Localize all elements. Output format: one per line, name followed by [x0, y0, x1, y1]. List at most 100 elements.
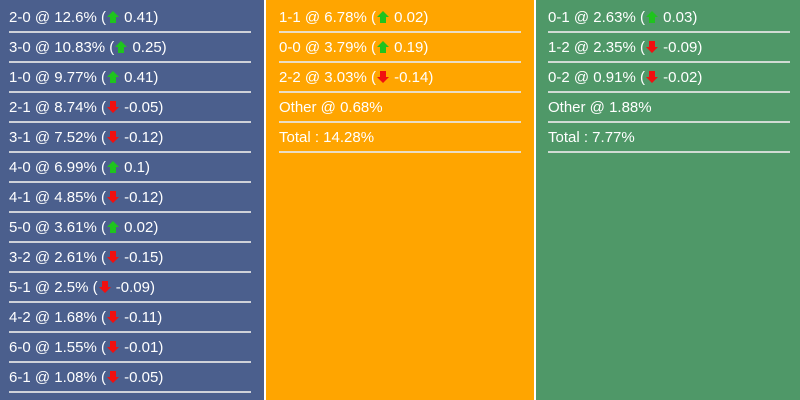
- summary-text: Other @ 0.68%: [279, 99, 383, 116]
- change: 0.02: [394, 9, 424, 26]
- arrow-up-icon: [106, 4, 119, 23]
- probability: 1.55%: [54, 339, 97, 356]
- change: -0.11: [124, 309, 158, 326]
- arrow-up-icon: [376, 4, 389, 23]
- probability: 2.63%: [593, 9, 636, 26]
- change: -0.01: [124, 339, 159, 356]
- score-row: 5-0 @ 3.61% ( 0.02): [9, 213, 251, 243]
- change: 0.1: [124, 159, 145, 176]
- change: -0.15: [124, 249, 159, 266]
- arrow-up-icon: [376, 34, 389, 53]
- score: 5-0: [9, 219, 31, 236]
- change: -0.09: [115, 279, 150, 296]
- score-row: Total : 7.77%: [548, 123, 790, 153]
- score: 1-1: [279, 9, 301, 26]
- score-row: 4-0 @ 6.99% ( 0.1): [9, 153, 251, 183]
- score-row: 1-2 @ 2.35% ( -0.09): [548, 33, 790, 63]
- probability: 12.6%: [54, 9, 97, 26]
- score: 2-2: [279, 69, 301, 86]
- score: 3-1: [9, 129, 31, 146]
- probability: 6.78%: [324, 9, 367, 26]
- score-row: Other @ 1.88%: [548, 93, 790, 123]
- probability: 0.91%: [593, 69, 636, 86]
- probability: 6.99%: [54, 159, 97, 176]
- probability: 9.77%: [54, 69, 97, 86]
- score: 6-1: [9, 369, 31, 386]
- arrow-down-icon: [376, 64, 389, 83]
- score: 3-0: [9, 39, 31, 56]
- arrow-up-icon: [106, 64, 119, 83]
- score-row: Total : 14.28%: [279, 123, 521, 153]
- probability: 8.74%: [54, 99, 97, 116]
- change: -0.14: [394, 69, 429, 86]
- score: 2-1: [9, 99, 31, 116]
- score: 4-1: [9, 189, 31, 206]
- probability: 2.61%: [54, 249, 97, 266]
- arrow-down-icon: [106, 304, 119, 323]
- score-row: 6-1 @ 1.08% ( -0.05): [9, 363, 251, 393]
- change: -0.05: [124, 369, 159, 386]
- probability: 2.5%: [54, 279, 89, 296]
- arrow-up-icon: [106, 154, 119, 173]
- probability: 10.83%: [54, 39, 106, 56]
- away-win-column: 0-1 @ 2.63% ( 0.03) 1-2 @ 2.35% ( -0.09) 0…: [536, 0, 800, 400]
- change: 0.41: [124, 69, 154, 86]
- probability: 3.03%: [324, 69, 367, 86]
- arrow-down-icon: [106, 364, 119, 383]
- score: 6-0: [9, 339, 31, 356]
- score: 4-2: [9, 309, 31, 326]
- probability: 1.08%: [54, 369, 97, 386]
- change: 0.03: [663, 9, 693, 26]
- score: 1-2: [548, 39, 570, 56]
- change: -0.05: [124, 99, 159, 116]
- score: 0-2: [548, 69, 570, 86]
- probability: 2.35%: [593, 39, 636, 56]
- probability: 1.68%: [54, 309, 97, 326]
- arrow-down-icon: [645, 64, 658, 83]
- score-row: Other @ 0.68%: [279, 93, 521, 123]
- score-row: 2-1 @ 8.74% ( -0.05): [9, 93, 251, 123]
- score: 3-2: [9, 249, 31, 266]
- score-row: 2-2 @ 3.03% ( -0.14): [279, 63, 521, 93]
- score-row: 1-1 @ 6.78% ( 0.02): [279, 3, 521, 33]
- arrow-down-icon: [106, 124, 119, 143]
- arrow-up-icon: [115, 34, 128, 53]
- score: 1-0: [9, 69, 31, 86]
- summary-text: Total : 7.77%: [548, 129, 635, 146]
- change: -0.09: [663, 39, 698, 56]
- change: -0.02: [663, 69, 698, 86]
- change: 0.41: [124, 9, 154, 26]
- change: 0.19: [394, 39, 424, 56]
- score: 0-1: [548, 9, 570, 26]
- probability: 7.52%: [54, 129, 97, 146]
- score: 2-0: [9, 9, 31, 26]
- score-row: 3-2 @ 2.61% ( -0.15): [9, 243, 251, 273]
- arrow-down-icon: [106, 184, 119, 203]
- probability: 4.85%: [54, 189, 97, 206]
- arrow-up-icon: [106, 214, 119, 233]
- change: -0.12: [124, 189, 159, 206]
- home-win-column: 2-0 @ 12.6% ( 0.41) 3-0 @ 10.83% ( 0.25) 1…: [0, 0, 264, 400]
- arrow-down-icon: [106, 94, 119, 113]
- probability: 3.61%: [54, 219, 97, 236]
- probability: 3.79%: [324, 39, 367, 56]
- score-row: 2-0 @ 12.6% ( 0.41): [9, 3, 251, 33]
- score-row: 1-0 @ 9.77% ( 0.41): [9, 63, 251, 93]
- change: -0.12: [124, 129, 159, 146]
- score-row: 5-1 @ 2.5% ( -0.09): [9, 273, 251, 303]
- arrow-down-icon: [645, 34, 658, 53]
- arrow-up-icon: [645, 4, 658, 23]
- summary-text: Total : 14.28%: [279, 129, 375, 146]
- score-row: 4-2 @ 1.68% ( -0.11): [9, 303, 251, 333]
- arrow-down-icon: [98, 274, 111, 293]
- arrow-down-icon: [106, 244, 119, 263]
- draw-column: 1-1 @ 6.78% ( 0.02) 0-0 @ 3.79% ( 0.19) 2-…: [266, 0, 534, 400]
- score-row: 0-0 @ 3.79% ( 0.19): [279, 33, 521, 63]
- score-row: 0-1 @ 2.63% ( 0.03): [548, 3, 790, 33]
- score-row: 3-1 @ 7.52% ( -0.12): [9, 123, 251, 153]
- change: 0.02: [124, 219, 154, 236]
- arrow-down-icon: [106, 334, 119, 353]
- score: 0-0: [279, 39, 301, 56]
- change: 0.25: [132, 39, 162, 56]
- score-row: 0-2 @ 0.91% ( -0.02): [548, 63, 790, 93]
